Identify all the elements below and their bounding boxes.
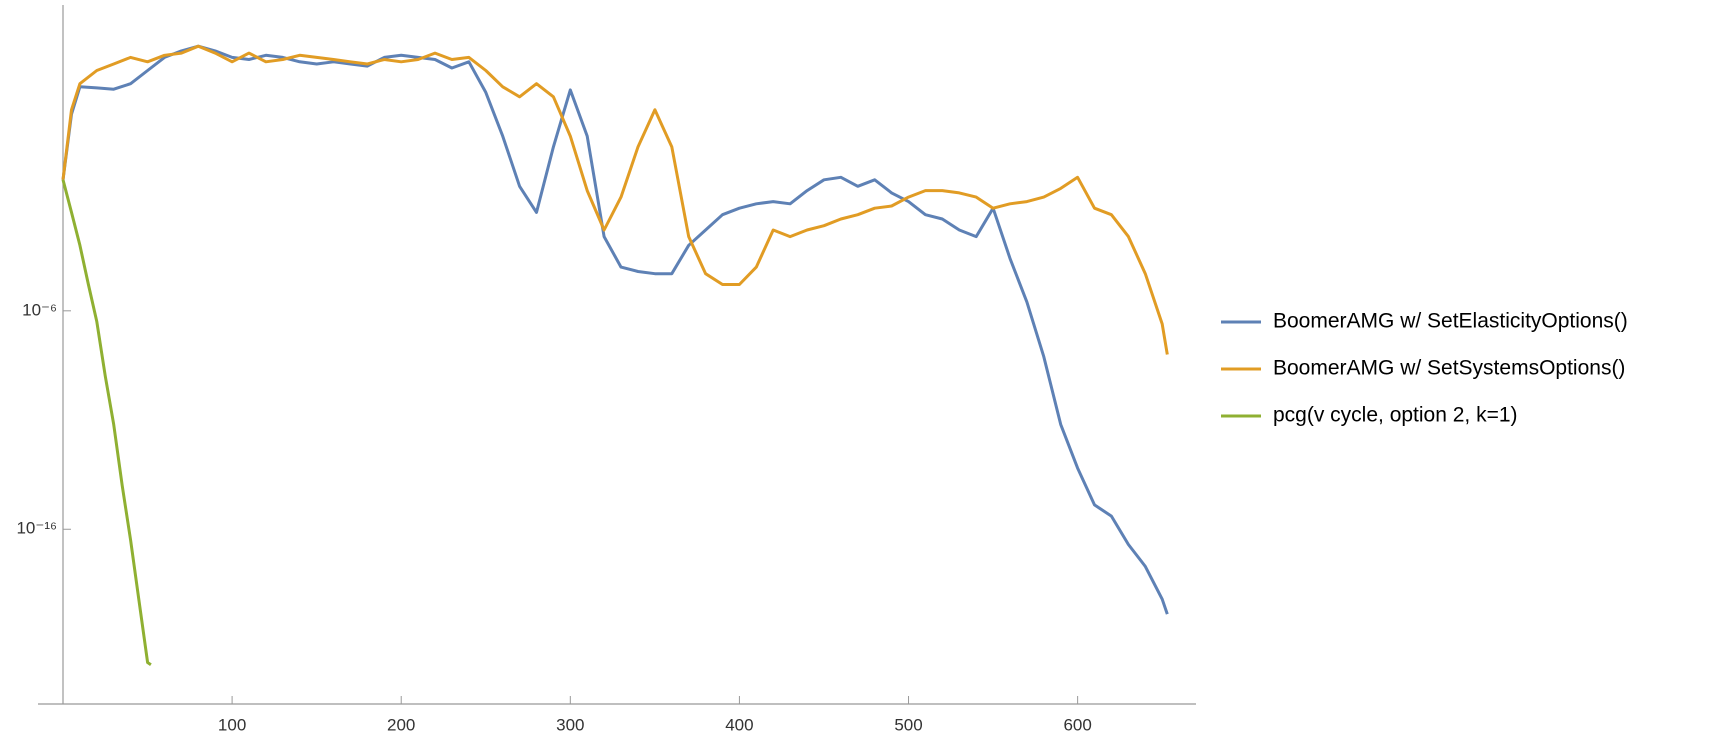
series-line bbox=[61, 179, 152, 666]
x-tick-label: 200 bbox=[387, 715, 415, 734]
legend-label: BoomerAMG w/ SetSystemsOptions() bbox=[1273, 357, 1625, 380]
x-tick-label: 400 bbox=[725, 715, 753, 734]
x-tick-label: 300 bbox=[556, 715, 584, 734]
legend-label: pcg(v cycle, option 2, k=1) bbox=[1273, 404, 1518, 427]
x-tick-label: 500 bbox=[894, 715, 922, 734]
y-tick-label: 10⁻¹⁶ bbox=[16, 519, 57, 538]
x-tick-label: 600 bbox=[1063, 715, 1091, 734]
y-tick-label: 10⁻⁶ bbox=[22, 300, 57, 319]
x-tick-label: 100 bbox=[218, 715, 246, 734]
series-line bbox=[61, 44, 1169, 615]
series-line bbox=[61, 44, 1169, 355]
legend-label: BoomerAMG w/ SetElasticityOptions() bbox=[1273, 310, 1628, 333]
